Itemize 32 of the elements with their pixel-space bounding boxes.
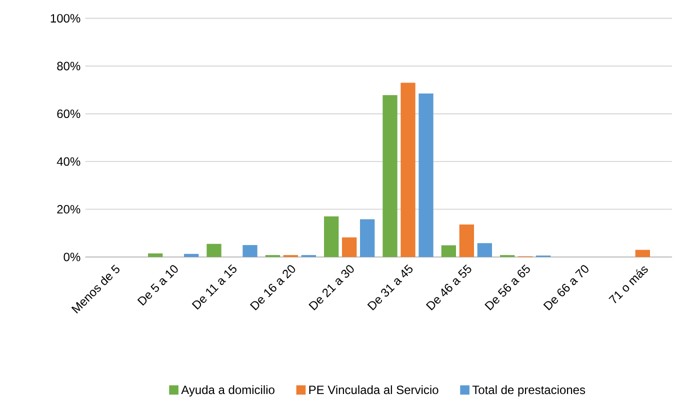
- bar: [342, 237, 357, 257]
- legend-label: Total de prestaciones: [472, 385, 586, 396]
- bar: [206, 244, 222, 257]
- y-tick-label: 60%: [57, 110, 80, 118]
- y-tick-label: 20%: [57, 205, 80, 214]
- bar: [360, 219, 375, 257]
- bar: [184, 254, 199, 257]
- y-tick-label: 0%: [64, 252, 80, 262]
- x-tick-label: De 21 a 30: [308, 265, 354, 310]
- y-tick-label: 40%: [56, 157, 80, 166]
- bar: [148, 253, 163, 257]
- bar: [382, 95, 398, 257]
- x-tick-label: De 31 a 45: [367, 264, 413, 310]
- bar: [635, 250, 650, 257]
- x-tick-label: De 66 a 70: [543, 265, 588, 310]
- bar: [324, 216, 339, 257]
- bar: [477, 243, 492, 257]
- bar: [459, 224, 474, 257]
- legend-label: PE Vinculada al Servicio: [309, 385, 438, 394]
- x-tick-label: De 16 a 20: [250, 265, 296, 310]
- bar: [242, 245, 258, 257]
- x-tick-label: De 5 a 10: [137, 265, 178, 306]
- bar: [418, 94, 434, 257]
- bar: [441, 245, 456, 257]
- x-tick-label: 71 o más: [608, 266, 648, 304]
- bar: [400, 82, 416, 257]
- legend-label: Ayuda a domicilio: [181, 385, 274, 396]
- y-tick-label: 100%: [50, 14, 80, 23]
- x-tick-label: De 56 a 65: [484, 264, 530, 310]
- x-tick-label: De 46 a 55: [426, 264, 472, 310]
- x-tick-label: De 11 a 15: [192, 264, 236, 310]
- y-tick-label: 80%: [57, 62, 80, 70]
